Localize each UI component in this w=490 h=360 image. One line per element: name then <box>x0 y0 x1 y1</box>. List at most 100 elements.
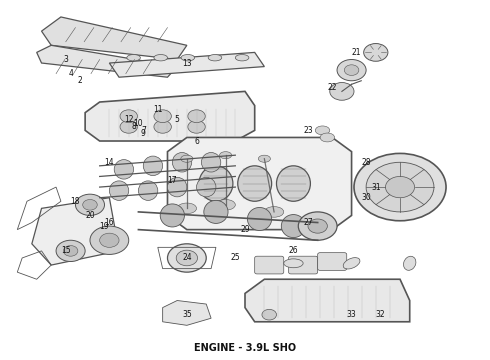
Ellipse shape <box>127 54 140 61</box>
Circle shape <box>337 59 366 81</box>
Circle shape <box>120 110 138 122</box>
Ellipse shape <box>235 54 249 61</box>
Text: 25: 25 <box>230 253 240 262</box>
Text: 5: 5 <box>175 115 180 124</box>
Ellipse shape <box>143 156 163 176</box>
Text: 2: 2 <box>78 76 83 85</box>
Circle shape <box>90 226 129 255</box>
Polygon shape <box>32 198 119 265</box>
Text: 4: 4 <box>68 69 73 78</box>
Text: 26: 26 <box>289 246 298 255</box>
Circle shape <box>188 110 205 122</box>
Text: 3: 3 <box>63 55 68 64</box>
Ellipse shape <box>201 153 221 172</box>
Polygon shape <box>245 279 410 322</box>
FancyBboxPatch shape <box>318 253 347 270</box>
Ellipse shape <box>247 207 271 230</box>
Circle shape <box>75 194 104 215</box>
Text: 21: 21 <box>352 48 361 57</box>
Text: 7: 7 <box>141 126 146 135</box>
Ellipse shape <box>114 159 134 179</box>
Text: 19: 19 <box>99 221 109 230</box>
Polygon shape <box>168 138 352 230</box>
Ellipse shape <box>284 259 303 268</box>
Text: 18: 18 <box>71 197 80 206</box>
Ellipse shape <box>172 153 192 172</box>
Text: 31: 31 <box>371 183 381 192</box>
Text: 32: 32 <box>376 310 386 319</box>
Text: 13: 13 <box>182 59 192 68</box>
Ellipse shape <box>208 54 222 61</box>
Text: 9: 9 <box>141 130 146 139</box>
Text: 29: 29 <box>240 225 250 234</box>
Circle shape <box>308 219 327 233</box>
Circle shape <box>366 162 434 212</box>
Circle shape <box>354 153 446 221</box>
Text: 30: 30 <box>361 193 371 202</box>
Polygon shape <box>85 91 255 141</box>
Ellipse shape <box>220 152 232 159</box>
Ellipse shape <box>168 177 187 197</box>
Text: ENGINE - 3.9L SHO: ENGINE - 3.9L SHO <box>194 343 296 354</box>
Text: 11: 11 <box>153 105 163 114</box>
Ellipse shape <box>320 133 335 142</box>
Ellipse shape <box>181 54 195 61</box>
Circle shape <box>262 309 276 320</box>
Circle shape <box>56 240 85 261</box>
Circle shape <box>99 233 119 247</box>
Text: 35: 35 <box>182 310 192 319</box>
Ellipse shape <box>258 155 270 162</box>
Ellipse shape <box>238 166 271 201</box>
Text: 20: 20 <box>85 211 95 220</box>
Circle shape <box>120 121 138 133</box>
Text: 17: 17 <box>168 176 177 185</box>
Circle shape <box>154 110 172 122</box>
Polygon shape <box>109 53 265 77</box>
Text: 6: 6 <box>194 136 199 145</box>
Circle shape <box>83 199 97 210</box>
Circle shape <box>168 244 206 272</box>
Ellipse shape <box>281 215 306 238</box>
Text: 33: 33 <box>347 310 356 319</box>
Text: 16: 16 <box>104 218 114 227</box>
Text: 22: 22 <box>327 84 337 93</box>
Circle shape <box>188 121 205 133</box>
Circle shape <box>386 176 415 198</box>
Ellipse shape <box>403 256 416 270</box>
FancyBboxPatch shape <box>289 256 318 274</box>
FancyBboxPatch shape <box>255 256 284 274</box>
Text: 23: 23 <box>303 126 313 135</box>
Ellipse shape <box>196 177 216 197</box>
Ellipse shape <box>177 203 196 214</box>
Circle shape <box>63 246 78 256</box>
Ellipse shape <box>199 166 233 201</box>
Text: 10: 10 <box>134 119 143 128</box>
Ellipse shape <box>204 201 228 224</box>
Ellipse shape <box>343 258 360 269</box>
Ellipse shape <box>160 204 184 227</box>
Text: 8: 8 <box>131 122 136 131</box>
Text: 12: 12 <box>124 115 133 124</box>
Text: 15: 15 <box>61 246 71 255</box>
Circle shape <box>330 82 354 100</box>
Circle shape <box>344 65 359 76</box>
Text: 27: 27 <box>303 218 313 227</box>
Text: 24: 24 <box>182 253 192 262</box>
Ellipse shape <box>181 155 193 162</box>
Ellipse shape <box>154 54 168 61</box>
Ellipse shape <box>138 181 158 201</box>
Circle shape <box>176 250 197 266</box>
Circle shape <box>154 121 172 133</box>
Ellipse shape <box>276 166 310 201</box>
Polygon shape <box>42 17 187 59</box>
Circle shape <box>364 44 388 61</box>
Ellipse shape <box>315 126 330 135</box>
Polygon shape <box>37 45 177 77</box>
Circle shape <box>298 212 337 240</box>
Ellipse shape <box>265 207 284 217</box>
Text: 28: 28 <box>361 158 371 167</box>
Ellipse shape <box>109 181 129 201</box>
Polygon shape <box>163 301 211 325</box>
Ellipse shape <box>216 199 235 210</box>
Text: 14: 14 <box>104 158 114 167</box>
